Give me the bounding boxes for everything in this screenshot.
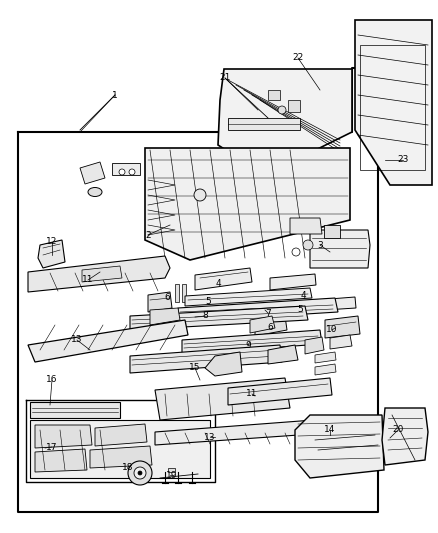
Text: 20: 20 xyxy=(392,425,404,434)
Polygon shape xyxy=(150,308,180,325)
Polygon shape xyxy=(218,69,352,175)
Polygon shape xyxy=(268,345,298,364)
Polygon shape xyxy=(155,378,290,420)
Polygon shape xyxy=(28,256,170,292)
Text: 5: 5 xyxy=(297,305,303,314)
Text: 5: 5 xyxy=(205,297,211,306)
Polygon shape xyxy=(288,100,300,112)
Text: 10: 10 xyxy=(326,326,338,335)
Polygon shape xyxy=(185,288,312,306)
Text: 6: 6 xyxy=(164,294,170,303)
Polygon shape xyxy=(130,306,308,330)
Polygon shape xyxy=(182,330,322,354)
Polygon shape xyxy=(145,148,350,260)
Polygon shape xyxy=(268,90,280,100)
Circle shape xyxy=(134,467,146,479)
Text: 15: 15 xyxy=(189,364,201,373)
Polygon shape xyxy=(270,274,316,290)
Circle shape xyxy=(119,169,125,175)
Text: 11: 11 xyxy=(82,276,94,285)
Polygon shape xyxy=(295,415,384,478)
Polygon shape xyxy=(95,424,147,446)
Polygon shape xyxy=(28,320,188,362)
Polygon shape xyxy=(250,316,275,333)
Circle shape xyxy=(292,248,300,256)
Circle shape xyxy=(303,240,313,250)
Circle shape xyxy=(129,169,135,175)
Text: 3: 3 xyxy=(317,240,323,249)
Polygon shape xyxy=(168,468,175,472)
Polygon shape xyxy=(155,418,342,445)
Text: 17: 17 xyxy=(46,442,58,451)
Text: 4: 4 xyxy=(300,290,306,300)
Text: 2: 2 xyxy=(145,230,151,239)
Polygon shape xyxy=(175,284,179,302)
Polygon shape xyxy=(38,240,65,268)
Polygon shape xyxy=(324,225,340,238)
Circle shape xyxy=(194,189,206,201)
Text: 14: 14 xyxy=(324,425,336,434)
Polygon shape xyxy=(315,364,336,375)
Text: 11: 11 xyxy=(246,390,258,399)
Polygon shape xyxy=(355,20,432,185)
Text: 18: 18 xyxy=(122,464,134,472)
Polygon shape xyxy=(130,345,282,373)
Circle shape xyxy=(278,106,286,114)
Polygon shape xyxy=(80,162,105,184)
Polygon shape xyxy=(290,218,322,234)
Polygon shape xyxy=(310,230,370,268)
Text: 12: 12 xyxy=(46,238,58,246)
Polygon shape xyxy=(30,420,210,478)
Text: 9: 9 xyxy=(245,341,251,350)
Polygon shape xyxy=(228,118,300,130)
Polygon shape xyxy=(195,268,252,290)
Text: 22: 22 xyxy=(293,53,304,62)
Circle shape xyxy=(128,461,152,485)
Text: 7: 7 xyxy=(265,309,271,318)
Polygon shape xyxy=(382,408,428,465)
Polygon shape xyxy=(330,335,352,349)
Polygon shape xyxy=(30,402,120,418)
Circle shape xyxy=(138,471,142,475)
Polygon shape xyxy=(112,163,140,175)
Text: 13: 13 xyxy=(204,432,216,441)
Polygon shape xyxy=(178,298,338,322)
Polygon shape xyxy=(305,337,324,354)
Text: 23: 23 xyxy=(397,156,409,165)
Polygon shape xyxy=(148,292,172,312)
Text: 1: 1 xyxy=(112,91,118,100)
Polygon shape xyxy=(228,378,332,405)
Polygon shape xyxy=(182,284,186,302)
Polygon shape xyxy=(35,425,92,448)
Ellipse shape xyxy=(88,188,102,197)
Text: 13: 13 xyxy=(71,335,83,344)
Text: 19: 19 xyxy=(166,471,178,480)
Polygon shape xyxy=(325,316,360,338)
Text: 16: 16 xyxy=(46,376,58,384)
Polygon shape xyxy=(205,352,242,376)
Text: 8: 8 xyxy=(202,311,208,320)
Polygon shape xyxy=(255,316,287,336)
Text: 4: 4 xyxy=(215,279,221,287)
Polygon shape xyxy=(90,446,152,468)
Polygon shape xyxy=(35,449,87,472)
Polygon shape xyxy=(315,352,336,363)
Polygon shape xyxy=(82,266,122,282)
Text: 21: 21 xyxy=(219,74,231,83)
Polygon shape xyxy=(278,297,356,313)
Text: 6: 6 xyxy=(267,324,273,333)
